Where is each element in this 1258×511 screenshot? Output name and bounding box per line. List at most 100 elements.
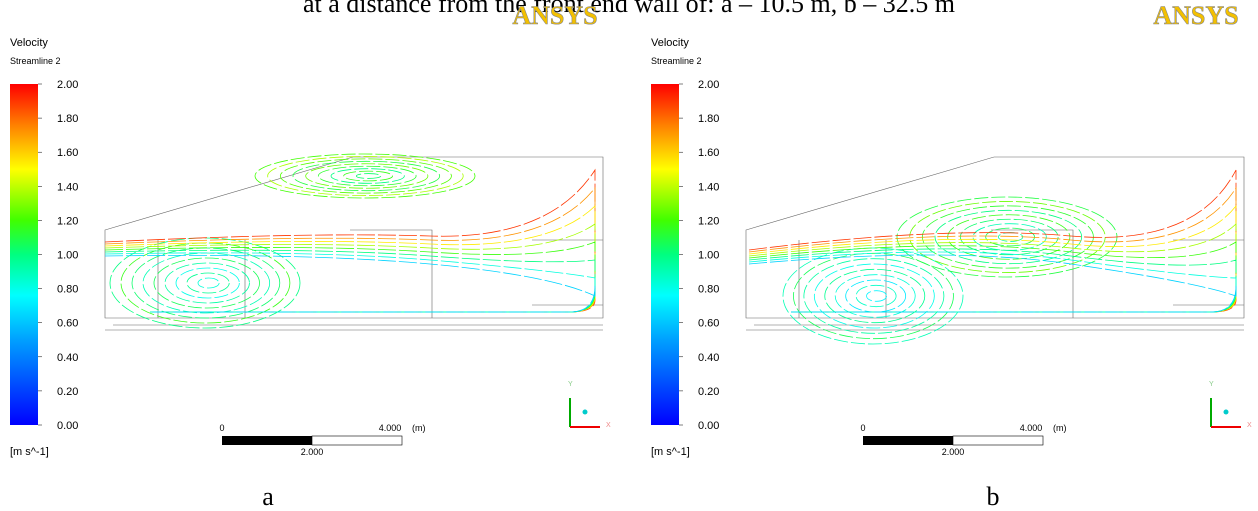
unit-label: [m s^-1] <box>10 446 49 458</box>
colorbar-tick-label: 0.80 <box>698 284 719 296</box>
streamline <box>866 290 887 302</box>
scale-start: 0 <box>860 423 865 433</box>
streamline <box>330 168 405 184</box>
scale-end: 4.000 <box>1020 423 1043 433</box>
scale-mid: 2.000 <box>301 447 324 457</box>
colorbar-tick-label: 2.00 <box>698 79 719 91</box>
panel: ANSYS Velocity Streamline 2 2.00 1.80 1.60 1.4… <box>651 1 1252 511</box>
streamline <box>197 277 220 289</box>
streamline <box>104 168 596 313</box>
colorbar-tick-label: 0.80 <box>57 284 78 296</box>
streamline <box>824 268 926 324</box>
colorbar-tick-label: 0.00 <box>57 420 78 432</box>
streamline <box>803 258 945 334</box>
streamline <box>782 247 964 345</box>
colorbar-tick-label: 2.00 <box>57 79 78 91</box>
streamline <box>292 160 441 192</box>
streamline <box>748 223 1237 313</box>
colorbar-tick-label: 1.40 <box>698 181 719 193</box>
streamline <box>267 156 464 196</box>
scale-unit: (m) <box>412 423 426 433</box>
legend-subtitle: Streamline 2 <box>651 56 702 66</box>
colorbar <box>10 84 38 425</box>
ansys-logo: ANSYS <box>512 1 597 30</box>
triad-x-label: X <box>606 422 611 429</box>
streamline <box>934 209 1083 265</box>
colorbar-tick-label: 1.80 <box>698 113 719 125</box>
legend-title: Velocity <box>10 37 48 49</box>
streamline <box>343 170 393 182</box>
unit-label: [m s^-1] <box>651 446 690 458</box>
scale-bar-black <box>222 436 312 445</box>
colorbar-tick-label: 0.40 <box>698 352 719 364</box>
streamline <box>279 158 452 194</box>
colorbar-tick-label: 0.40 <box>57 352 78 364</box>
streamline <box>748 241 1237 313</box>
legend-subtitle: Streamline 2 <box>10 56 61 66</box>
streamline <box>317 165 417 187</box>
streamline <box>104 186 596 313</box>
triad-y-label: Y <box>1209 381 1214 388</box>
scale-unit: (m) <box>1053 423 1067 433</box>
streamline <box>959 218 1059 256</box>
streamline <box>748 186 1237 313</box>
colorbar-tick-label: 0.00 <box>698 420 719 432</box>
colorbar-tick-label: 1.80 <box>57 113 78 125</box>
streamline <box>164 262 250 304</box>
streamline <box>104 254 596 313</box>
streamline <box>947 214 1071 260</box>
streamline <box>834 274 916 318</box>
scale-bar-black <box>863 436 953 445</box>
colorbar-tick-label: 1.60 <box>698 147 719 159</box>
streamline <box>104 205 596 313</box>
streamline <box>793 252 954 340</box>
streamline <box>845 279 907 313</box>
scale-bar-white <box>311 435 403 446</box>
streamline <box>104 241 596 313</box>
streamline <box>153 257 260 309</box>
streamline <box>748 251 1237 313</box>
colorbar-tick-label: 0.60 <box>57 318 78 330</box>
geometry-outline <box>745 156 1245 331</box>
colorbar-tick-label: 1.00 <box>698 250 719 262</box>
colorbar-tick-label: 0.60 <box>698 318 719 330</box>
streamline <box>254 153 476 199</box>
ansys-logo: ANSYS <box>1153 1 1238 30</box>
streamline <box>104 249 596 313</box>
streamline <box>813 263 935 329</box>
colorbar-tick-label: 1.20 <box>698 215 719 227</box>
streamline <box>748 254 1237 313</box>
streamline <box>109 237 301 329</box>
scale-mid: 2.000 <box>942 447 965 457</box>
streamline <box>355 173 382 179</box>
colorbar-tick-label: 1.00 <box>57 250 78 262</box>
triad-x-label: X <box>1247 422 1252 429</box>
panel-label: a <box>262 482 274 511</box>
streamline <box>175 267 240 299</box>
colorbar-tick-label: 1.60 <box>57 147 78 159</box>
colorbar-tick-label: 1.40 <box>57 181 78 193</box>
streamline <box>909 201 1106 273</box>
streamline <box>186 272 230 294</box>
triad-z <box>582 409 588 415</box>
panel-label: b <box>987 482 1000 511</box>
streamline <box>855 284 897 308</box>
legend-title: Velocity <box>651 37 689 49</box>
triad-y-label: Y <box>568 381 573 388</box>
streamline <box>305 163 429 189</box>
triad-z <box>1223 409 1229 415</box>
scale-end: 4.000 <box>379 423 402 433</box>
scale-start: 0 <box>219 423 224 433</box>
streamline <box>748 204 1237 313</box>
panel: ANSYS Velocity Streamline 2 2.00 1.80 1.60 1.4… <box>10 1 611 511</box>
streamline <box>748 169 1237 313</box>
geometry-outline <box>104 156 604 331</box>
colorbar-tick-label: 1.20 <box>57 215 78 227</box>
streamline <box>142 252 271 314</box>
colorbar <box>651 84 679 425</box>
caption-top: at a distance from the front end wall of… <box>303 0 955 18</box>
colorbar-tick-label: 0.20 <box>57 386 78 398</box>
scale-bar-white <box>952 435 1044 446</box>
colorbar-tick-label: 0.20 <box>698 386 719 398</box>
